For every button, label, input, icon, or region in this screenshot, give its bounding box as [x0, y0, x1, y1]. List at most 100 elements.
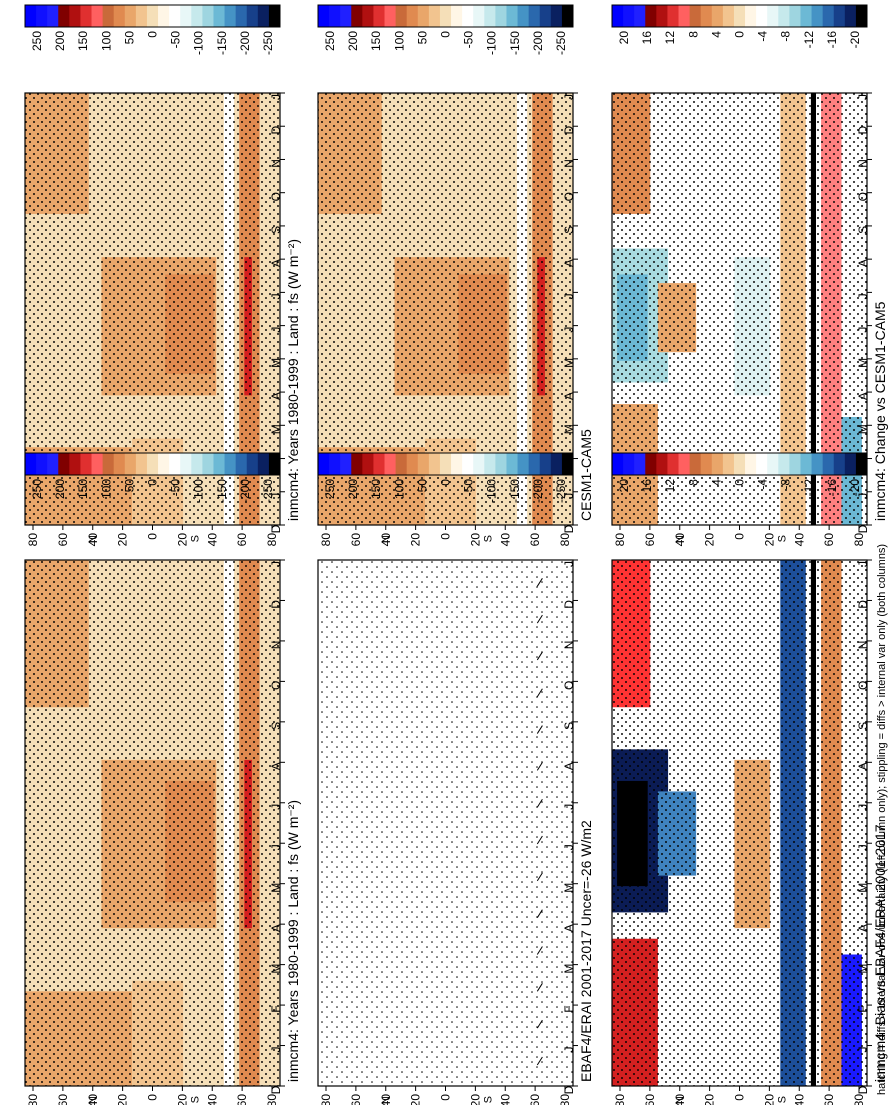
colorbar-label: 0 [733, 31, 747, 38]
x-tick-label: D [269, 600, 283, 609]
x-tick-label: D [269, 524, 283, 533]
colorbar-swatch [811, 453, 824, 475]
y-tick-label: 40 [792, 533, 806, 547]
panel-title: inmcm4: Years 1980-1999 : Land : fs (W m… [285, 239, 301, 521]
colorbar-swatch [689, 5, 702, 27]
colorbar-label: 100 [99, 31, 113, 51]
colorbar-label: -250 [261, 479, 275, 503]
y-tick-label: 20 [703, 533, 717, 547]
colorbar-swatch [612, 453, 624, 475]
colorbar-swatch [539, 5, 552, 27]
colorbar-swatch [645, 453, 657, 475]
x-tick-label: J [856, 804, 870, 810]
y-tick-label: 0 [439, 1094, 453, 1101]
x-tick-label: D [562, 600, 576, 609]
colorbar-swatch [612, 5, 624, 27]
hemisphere-label: S [776, 535, 788, 542]
panel-title: CESM1-CAM5 [578, 429, 594, 521]
y-tick-label: 80 [26, 1094, 40, 1105]
footnote: hatching = diffs > internal var-obs unce… [876, 544, 888, 1095]
y-tick-label: 80 [319, 533, 333, 547]
y-tick-label: 80 [613, 533, 627, 547]
colorbar-swatch [711, 5, 724, 27]
x-tick-label: M [562, 424, 576, 434]
colorbar-label: -150 [215, 479, 229, 503]
colorbar-label: -16 [825, 31, 839, 49]
colorbar-label: -50 [462, 31, 476, 49]
x-tick-label: A [562, 259, 576, 267]
y-tick-label: 20 [468, 533, 482, 547]
colorbar-swatch [756, 453, 768, 475]
colorbar-swatch [767, 5, 779, 27]
colorbar-label: 0 [146, 31, 160, 38]
x-tick-label: A [856, 762, 870, 770]
y-tick-label: 60 [643, 533, 657, 547]
colorbar-swatch [550, 5, 563, 27]
colorbar-swatch [451, 453, 463, 475]
x-tick-label: D [562, 1085, 576, 1094]
colorbar-swatch [373, 5, 386, 27]
colorbar-swatch [844, 5, 857, 27]
colorbar-label: 200 [346, 31, 360, 51]
colorbar-swatch [406, 453, 419, 475]
y-tick-label: 60 [822, 1094, 836, 1105]
colorbar-swatch [268, 453, 281, 475]
colorbar-label: 50 [122, 479, 136, 493]
x-tick-label: M [269, 358, 283, 368]
y-tick-label: 40 [86, 533, 100, 547]
colorbar-swatch [756, 5, 768, 27]
x-tick-label: N [562, 159, 576, 168]
colorbar-swatch [789, 453, 801, 475]
colorbar-label: -150 [215, 31, 229, 55]
colorbar-swatch [169, 453, 181, 475]
x-tick-label: A [856, 392, 870, 400]
colorbar-label: -250 [261, 31, 275, 55]
x-tick-label: J [856, 561, 870, 567]
colorbar-swatch [69, 5, 81, 27]
panel-title: inmcm4: Bias vs EBAF4/ERAI 2001-2017 [872, 824, 888, 1082]
colorbar-label: 150 [369, 479, 383, 499]
colorbar-swatch [733, 5, 746, 27]
y-tick-label: 80 [319, 1094, 333, 1105]
hatch-mark [536, 835, 543, 845]
y-tick-label: 40 [498, 1094, 512, 1105]
x-tick-label: M [269, 883, 283, 893]
colorbar-swatch [506, 5, 519, 27]
y-tick-label: 40 [86, 1094, 100, 1105]
hatch-mark [536, 651, 543, 661]
colorbar-swatch [484, 453, 496, 475]
colorbar-swatch [80, 5, 93, 27]
x-tick-label: S [269, 722, 283, 730]
x-tick-label: A [562, 762, 576, 770]
colorbar-label: 4 [709, 31, 723, 38]
colorbar-swatch [362, 453, 374, 475]
colorbar-swatch [58, 5, 70, 27]
x-tick-label: J [269, 804, 283, 810]
colorbar-label: 100 [392, 31, 406, 51]
colorbar-label: 150 [369, 31, 383, 51]
hatch-mark [536, 1019, 543, 1029]
colorbar-swatch [561, 453, 574, 475]
x-tick-label: A [269, 259, 283, 267]
x-tick-label: M [562, 358, 576, 368]
x-tick-label: J [269, 561, 283, 567]
colorbar-label: -150 [508, 31, 522, 55]
colorbar-swatch [428, 453, 441, 475]
colorbar-swatch [855, 453, 868, 475]
hatch-mark [536, 946, 543, 955]
colorbar-label: 16 [640, 479, 654, 493]
colorbar-swatch [517, 5, 530, 27]
colorbar-swatch [340, 453, 352, 475]
y-tick-label: 80 [852, 533, 866, 547]
colorbar-swatch [318, 5, 330, 27]
x-tick-label: F [269, 1005, 283, 1012]
x-tick-label: N [856, 641, 870, 650]
y-tick-label: 80 [558, 1094, 572, 1105]
colorbar-swatch [340, 5, 352, 27]
x-tick-label: O [562, 681, 576, 690]
y-tick-label: 0 [146, 533, 160, 540]
hemisphere-label: S [776, 1096, 788, 1103]
colorbar-swatch [351, 453, 363, 475]
colorbar-swatch [146, 5, 159, 27]
y-tick-label: 80 [265, 1094, 279, 1105]
